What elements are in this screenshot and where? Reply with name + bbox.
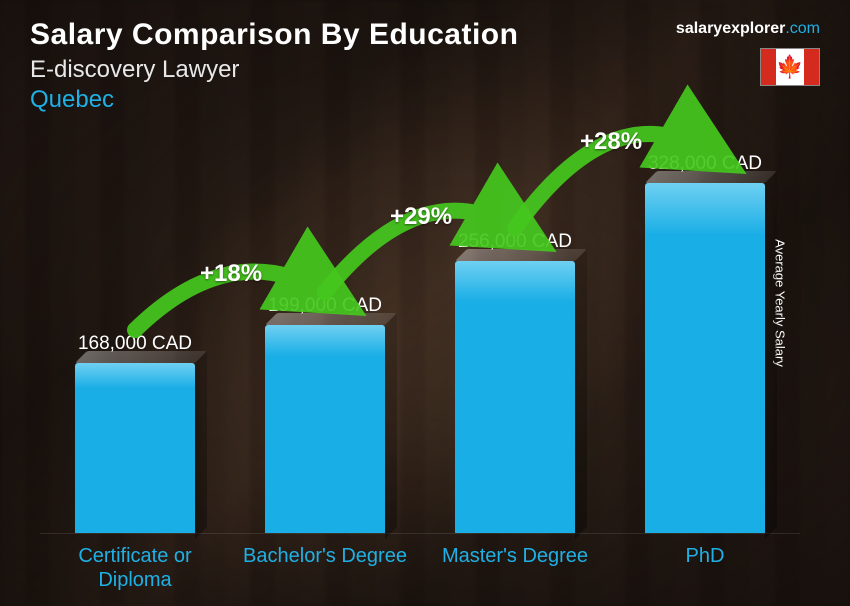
percent-increase-badge: +29%: [390, 203, 452, 231]
flag-center: 🍁: [776, 49, 804, 85]
brand-domain: .com: [785, 20, 820, 37]
percent-increase-badge: +28%: [580, 128, 642, 156]
infographic-container: Salary Comparison By Education E-discove…: [0, 0, 850, 606]
bar-group: 168,000 CAD: [50, 333, 220, 533]
bar: [75, 363, 195, 533]
bar: [265, 325, 385, 533]
job-title: E-discovery Lawyer: [30, 56, 820, 84]
country-flag: 🍁: [760, 48, 820, 86]
brand-logo: salaryexplorer.com: [676, 20, 820, 38]
category-label: PhD: [620, 544, 790, 592]
percent-increase-badge: +18%: [200, 260, 262, 288]
flag-band-left: [761, 49, 776, 85]
bar-group: 256,000 CAD: [430, 231, 600, 533]
category-label: Bachelor's Degree: [240, 544, 410, 592]
category-label: Master's Degree: [430, 544, 600, 592]
bar: [645, 183, 765, 533]
bar: [455, 261, 575, 533]
category-labels-row: Certificate or Diploma Bachelor's Degree M…: [40, 544, 800, 592]
maple-leaf-icon: 🍁: [776, 56, 803, 78]
bar-group: 199,000 CAD: [240, 295, 410, 533]
bar-group: 328,000 CAD: [620, 153, 790, 533]
flag-band-right: [804, 49, 819, 85]
region-label: Quebec: [30, 86, 820, 114]
brand-name: salaryexplorer: [676, 20, 785, 37]
category-label: Certificate or Diploma: [50, 544, 220, 592]
bar-chart: 168,000 CAD199,000 CAD256,000 CAD328,000…: [40, 134, 800, 534]
